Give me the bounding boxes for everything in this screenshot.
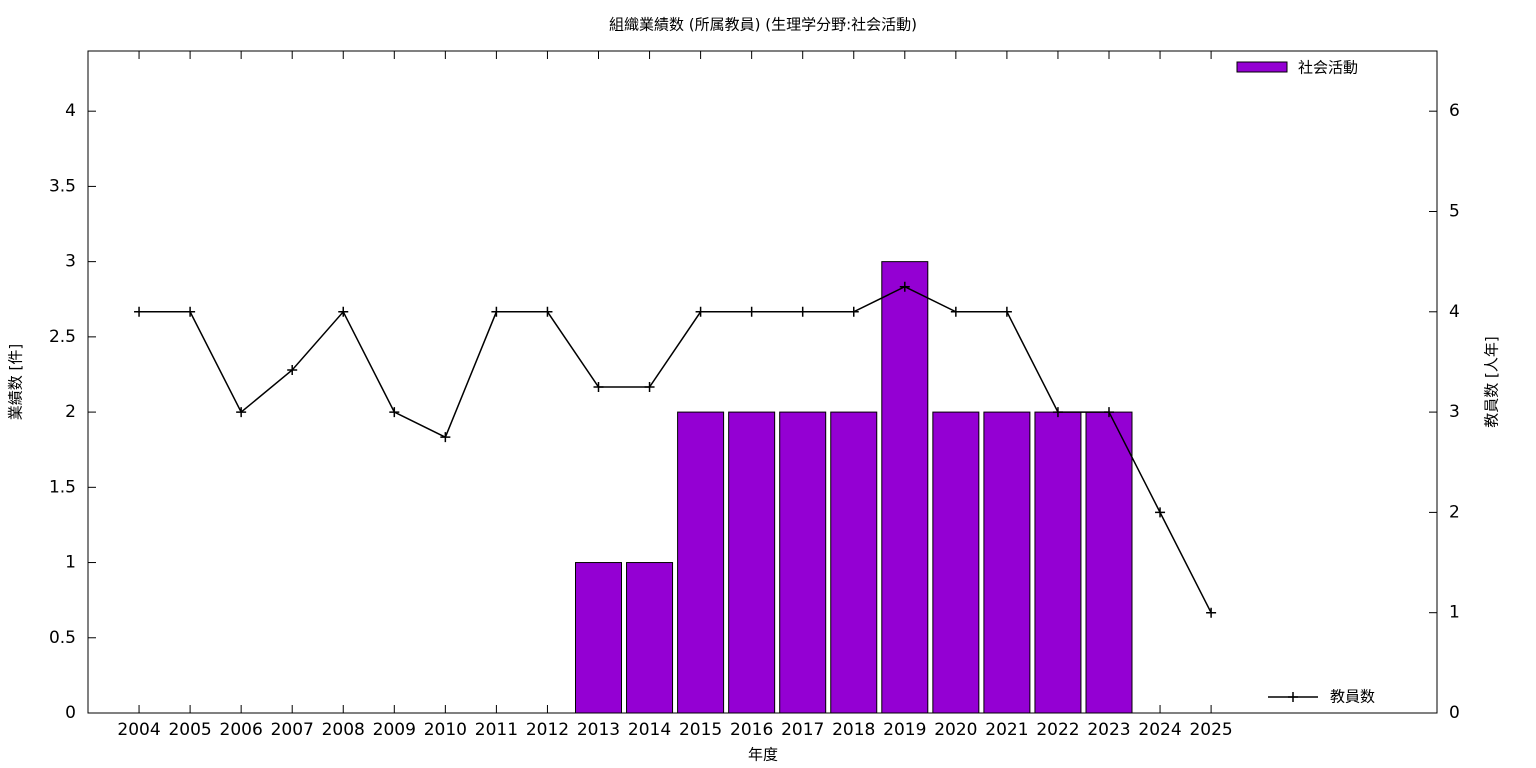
x-axis-label: 年度 [748,746,778,764]
x-tick-label: 2007 [271,720,314,740]
x-tick-label: 2024 [1138,720,1181,740]
point [1104,407,1114,418]
x-tick-label: 2017 [781,720,824,740]
point [746,306,757,317]
y2-tick-label: 1 [1449,603,1460,623]
y-tick-label: 0 [65,703,76,723]
y-tick-label: 2.5 [49,327,76,347]
y2-tick-label: 3 [1449,402,1460,422]
x-tick-label: 2005 [168,720,211,740]
x-tick-label: 2025 [1189,720,1232,740]
bar [830,411,878,714]
point [1206,607,1217,618]
point [644,382,655,393]
point [695,306,706,317]
point [950,306,961,317]
legend-label: 教員数 [1330,688,1375,706]
y2-tick-label: 5 [1449,201,1460,221]
x-tick-label: 2004 [117,720,160,740]
bar [881,261,929,714]
y2-axis-label: 教員数 [人年] [1483,336,1501,427]
point [848,306,859,317]
point [491,306,502,317]
legend-label: 社会活動 [1298,59,1358,77]
point [593,382,604,393]
bar [575,562,622,714]
bar [1085,411,1133,714]
x-tick-label: 2013 [577,720,620,740]
point [440,432,451,443]
y-tick-label: 1.5 [49,477,76,497]
x-tick-label: 2015 [679,720,722,740]
chart-title: 組織業績数 (所属教員) (生理学分野:社会活動) [609,16,917,34]
y-tick-label: 2 [65,402,76,422]
y-tick-label: 0.5 [49,628,76,648]
bar [728,411,776,714]
point [236,407,247,418]
point [1155,507,1166,518]
x-tick-label: 2016 [730,720,773,740]
y2-tick-label: 0 [1449,703,1460,723]
y-tick-label: 3 [65,252,76,272]
x-tick-label: 2009 [373,720,416,740]
point [287,364,298,375]
x-tick-label: 2010 [424,720,467,740]
x-tick-label: 2006 [220,720,263,740]
x-tick-label: 2012 [526,720,569,740]
y-axis-label: 業績数 [件] [7,344,25,420]
point [134,306,145,317]
y2-tick-label: 2 [1449,502,1460,522]
point [185,306,196,317]
x-tick-label: 2011 [475,720,518,740]
bar [1034,411,1082,714]
x-tick-label: 2022 [1036,720,1079,740]
x-tick-label: 2023 [1087,720,1130,740]
x-tick-label: 2019 [883,720,926,740]
plot-border [87,50,1438,714]
bar [626,562,674,714]
point [1052,407,1063,418]
y2-tick-label: 6 [1449,101,1460,121]
y-tick-label: 4 [65,101,76,121]
bar [779,411,827,714]
legend-point [1288,692,1298,702]
y-tick-label: 1 [65,553,76,573]
point [389,407,400,418]
x-tick-label: 2021 [985,720,1028,740]
x-tick-label: 2014 [628,720,671,740]
point [1001,306,1012,317]
line [139,285,1212,614]
bar [932,411,980,714]
x-tick-label: 2020 [934,720,977,740]
point [542,306,553,317]
point [797,306,808,317]
point [899,281,910,292]
bar [677,411,725,714]
bar [983,411,1031,714]
y2-tick-label: 4 [1449,302,1460,322]
x-tick-label: 2018 [832,720,875,740]
legend-swatch [1236,61,1288,73]
y-tick-label: 3.5 [49,176,76,196]
x-tick-label: 2008 [322,720,365,740]
point [338,306,349,317]
